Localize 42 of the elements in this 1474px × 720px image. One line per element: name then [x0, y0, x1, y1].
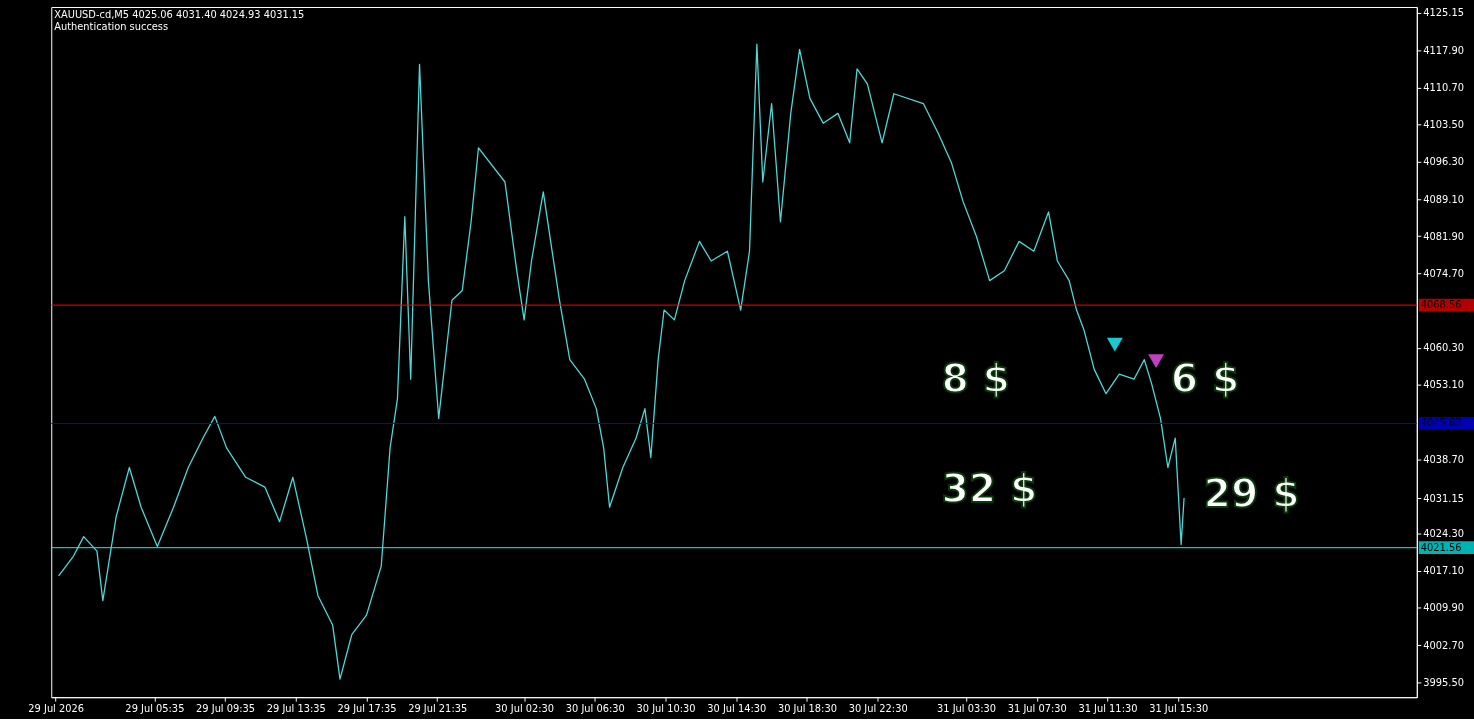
x-tick-label: 30 Jul 10:30 — [636, 703, 696, 715]
y-tick-label: 4110.70 — [1423, 82, 1464, 93]
x-tick-label: 30 Jul 18:30 — [777, 703, 837, 715]
x-tick-label: 29 Jul 13:35 — [266, 703, 326, 715]
annotation: XAUUSD-cd,M5 4025.06 4031.40 4024.93 4031.15 — [54, 8, 305, 20]
y-tick-label: 4024.30 — [1423, 528, 1464, 539]
y-tick-label: 4081.90 — [1423, 230, 1464, 242]
annotation: 8 $ — [941, 354, 1011, 401]
x-tick-label: 30 Jul 02:30 — [495, 703, 555, 715]
y-tick-label: 4038.70 — [1423, 453, 1464, 465]
x-tick-label: 31 Jul 15:30 — [1149, 703, 1209, 715]
x-tick-label: 30 Jul 06:30 — [565, 703, 625, 715]
ref-line-label: 4021.56 — [1420, 541, 1462, 553]
y-tick-label: 4117.90 — [1423, 44, 1464, 56]
y-tick-label: 4089.10 — [1423, 193, 1464, 205]
x-tick-label: 30 Jul 14:30 — [707, 703, 767, 715]
x-tick-label: 29 Jul 09:35 — [196, 703, 256, 715]
y-tick-label: 3995.50 — [1423, 676, 1464, 688]
x-tick-label: 31 Jul 07:30 — [1007, 703, 1067, 715]
x-tick-label: 29 Jul 05:35 — [125, 703, 185, 715]
y-tick-label: 4017.10 — [1423, 565, 1464, 577]
annotation: Authentication success — [54, 20, 169, 32]
x-tick-label: 29 Jul 21:35 — [408, 703, 468, 715]
x-tick-label: 31 Jul 11:30 — [1078, 703, 1138, 715]
x-tick-label: 30 Jul 22:30 — [848, 703, 908, 715]
x-tick-label: 31 Jul 03:30 — [937, 703, 997, 715]
y-tick-label: 4096.30 — [1423, 156, 1464, 168]
y-tick-label: 4002.70 — [1423, 639, 1464, 651]
y-tick-label: 4103.50 — [1423, 119, 1464, 131]
y-tick-label: 4060.30 — [1423, 342, 1464, 354]
x-tick-label: 29 Jul 17:35 — [337, 703, 397, 715]
ref-line-label: 4045.63 — [1420, 417, 1462, 429]
annotation: 6 $ — [1170, 354, 1240, 401]
annotation: 29 $ — [1203, 469, 1300, 516]
x-tick-label: 29 Jul 2026 — [28, 703, 85, 715]
y-tick-label: 4074.70 — [1423, 267, 1464, 279]
annotation: 32 $ — [941, 464, 1038, 511]
y-tick-label: 4031.15 — [1423, 492, 1464, 504]
y-tick-label: 4009.90 — [1423, 602, 1464, 614]
y-tick-label: 4125.15 — [1423, 7, 1464, 19]
y-tick-label: 4053.10 — [1423, 379, 1464, 391]
ref-line-label: 4068.56 — [1420, 299, 1462, 311]
